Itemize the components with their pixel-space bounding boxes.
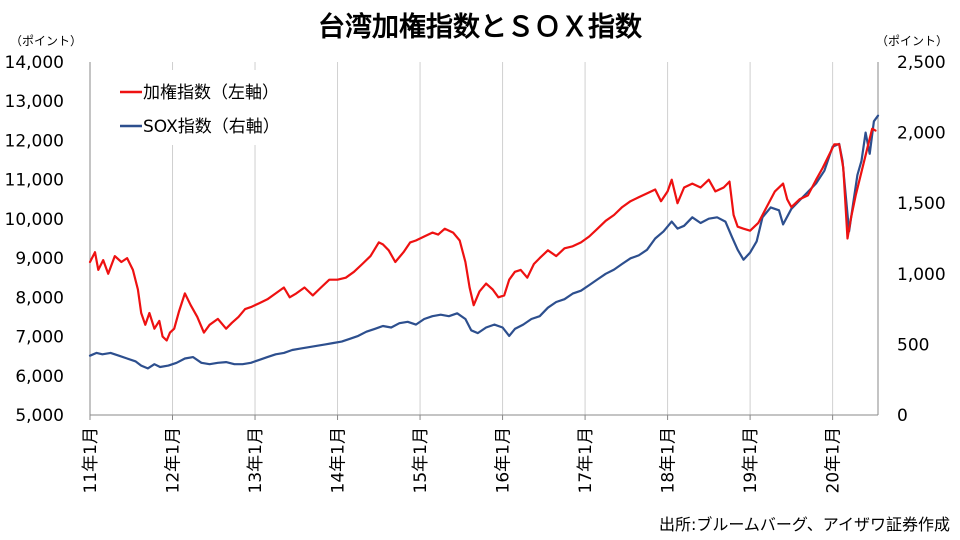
left-tick-label: 5,000 <box>15 406 64 426</box>
x-tick-label: 15年1月 <box>411 427 431 493</box>
series-line-0 <box>88 127 877 342</box>
series-layer <box>88 114 880 370</box>
left-axis-ticks: 5,000 6,000 7,000 8,000 9,000 10,000 11,000 12,… <box>5 53 64 426</box>
left-tick-label: 12,000 <box>5 131 64 151</box>
right-tick-label: 1,500 <box>897 194 946 214</box>
x-tick-label: 16年1月 <box>494 427 514 493</box>
series-line-1 <box>88 114 880 370</box>
x-tick-label: 13年1月 <box>246 427 266 493</box>
legend-label-series-1: SOX指数（右軸） <box>143 117 280 137</box>
legend: 加権指数（左軸） SOX指数（右軸） <box>110 70 335 145</box>
right-tick-label: 1,000 <box>897 265 946 285</box>
right-tick-label: 2,500 <box>897 53 946 73</box>
x-tick-label: 17年1月 <box>576 427 596 493</box>
right-tick-label: 0 <box>897 406 908 426</box>
x-tick-label: 11年1月 <box>81 427 101 493</box>
left-axis-unit-label: （ポイント） <box>10 34 82 48</box>
left-tick-label: 14,000 <box>5 53 64 73</box>
legend-label-series-0: 加権指数（左軸） <box>143 83 279 103</box>
legend-background <box>110 70 335 145</box>
x-tick-label: 19年1月 <box>741 427 761 493</box>
left-tick-label: 11,000 <box>5 171 64 191</box>
x-tick-label: 20年1月 <box>824 427 844 493</box>
right-axis-ticks: 0 500 1,000 1,500 2,000 2,500 <box>897 53 946 426</box>
source-note: 出所:ブルームバーグ、アイザワ証券作成 <box>659 515 950 534</box>
x-tick-label: 12年1月 <box>164 427 184 493</box>
left-tick-label: 7,000 <box>15 328 64 348</box>
right-axis-unit-label: （ポイント） <box>876 34 948 48</box>
left-tick-label: 10,000 <box>5 210 64 230</box>
chart-title: 台湾加権指数とＳＯＸ指数 <box>318 11 643 43</box>
x-axis-ticks: 11年1月 12年1月 13年1月 14年1月 15年1月 16年1月 17年1月 18年1月… <box>81 415 844 493</box>
x-tick-label: 14年1月 <box>329 427 349 493</box>
left-tick-label: 9,000 <box>15 249 64 269</box>
left-tick-label: 8,000 <box>15 288 64 308</box>
right-tick-label: 500 <box>897 335 929 355</box>
left-tick-label: 6,000 <box>15 367 64 387</box>
right-tick-label: 2,000 <box>897 124 946 144</box>
left-tick-label: 13,000 <box>5 92 64 112</box>
x-tick-label: 18年1月 <box>659 427 679 493</box>
